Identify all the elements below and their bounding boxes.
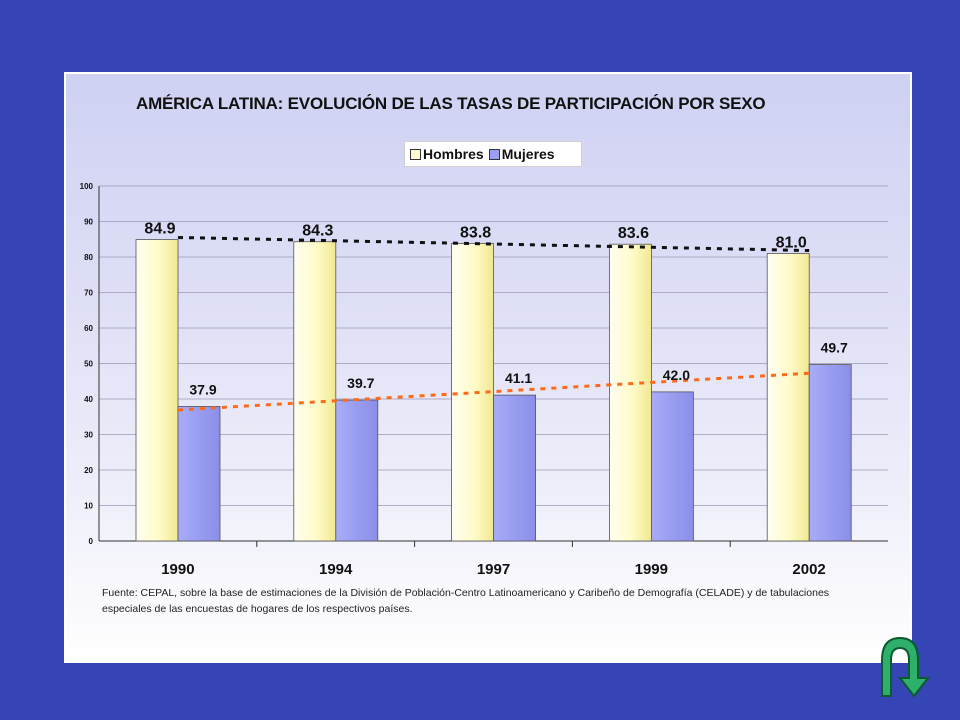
x-tick-label: 1990 <box>161 561 194 578</box>
data-label-mujeres: 42.0 <box>663 367 690 383</box>
y-tick-label: 100 <box>80 182 94 191</box>
data-label-mujeres: 49.7 <box>821 340 848 356</box>
source-note: Fuente: CEPAL, sobre la base de estimaci… <box>102 587 830 615</box>
bar-hombres <box>135 239 179 542</box>
y-tick-label: 50 <box>84 360 93 369</box>
data-label-hombres: 81.0 <box>776 234 807 251</box>
legend-swatch-hombres <box>410 148 421 160</box>
data-label-hombres: 83.8 <box>460 225 491 242</box>
legend-swatch-mujeres <box>488 148 500 160</box>
data-label-hombres: 83.6 <box>618 225 649 242</box>
bar-hombres <box>766 253 810 542</box>
y-tick-label: 60 <box>84 324 93 333</box>
bar-hombres <box>293 241 337 542</box>
y-tick-label: 90 <box>84 218 93 227</box>
data-label-hombres: 84.3 <box>302 223 333 240</box>
bar-mujeres <box>493 394 537 542</box>
data-label-mujeres: 37.9 <box>189 381 216 397</box>
return-arrow-icon[interactable] <box>876 634 938 700</box>
bar-mujeres <box>651 391 694 542</box>
bar-mujeres <box>177 406 221 542</box>
x-tick-label: 1994 <box>319 561 353 578</box>
x-tick-label: 1997 <box>477 561 510 578</box>
y-tick-label: 80 <box>84 253 93 262</box>
y-tick-label: 10 <box>84 502 93 511</box>
legend-label-hombres: Hombres <box>423 146 484 162</box>
data-label-hombres: 84.9 <box>144 221 175 238</box>
y-tick-label: 40 <box>84 395 93 404</box>
y-tick-label: 30 <box>84 431 93 440</box>
data-label-mujeres: 41.1 <box>505 370 532 386</box>
bar-mujeres <box>335 399 379 542</box>
y-tick-label: 70 <box>84 289 93 298</box>
legend-item-mujeres: Mujeres <box>488 146 555 162</box>
y-tick-label: 20 <box>84 466 93 475</box>
bar-mujeres <box>808 364 852 542</box>
chart-title: AMÉRICA LATINA: EVOLUCIÓN DE LAS TASAS D… <box>136 94 766 113</box>
x-tick-label: 2002 <box>792 561 825 578</box>
legend-item-hombres: Hombres <box>410 146 484 162</box>
legend: Hombres Mujeres <box>404 141 582 167</box>
legend-label-mujeres: Mujeres <box>501 146 555 162</box>
data-label-mujeres: 39.7 <box>347 375 374 391</box>
y-tick-label: 0 <box>89 537 94 546</box>
x-tick-label: 1999 <box>635 561 668 578</box>
bar-hombres <box>609 243 652 542</box>
